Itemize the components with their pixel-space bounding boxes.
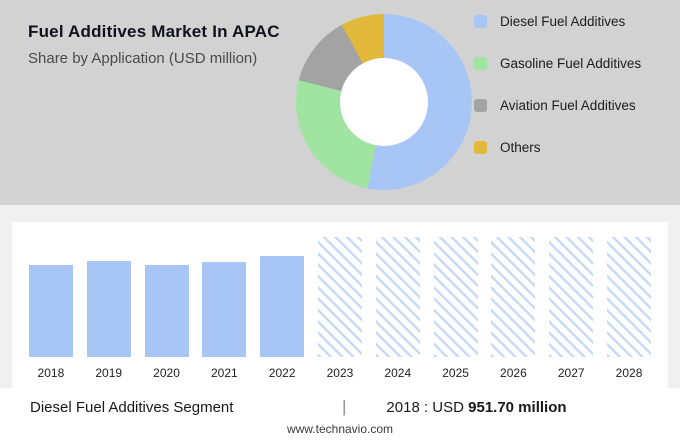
legend-swatch-others-icon <box>474 141 487 154</box>
caption-row: Diesel Fuel Additives Segment | 2018 : U… <box>0 388 680 417</box>
x-axis-label: 2028 <box>615 366 643 380</box>
x-axis-label: 2027 <box>557 366 585 380</box>
value-bar <box>260 256 305 357</box>
footer-link[interactable]: www.technavio.com <box>286 422 394 436</box>
bar-column: 2018 <box>22 234 80 380</box>
x-axis-label: 2024 <box>384 366 412 380</box>
legend-label: Gasoline Fuel Additives <box>500 56 642 71</box>
bar-column: 2028 <box>600 234 658 380</box>
legend-swatch-diesel-icon <box>474 15 487 28</box>
legend: Diesel Fuel Additives Gasoline Fuel Addi… <box>474 14 641 155</box>
x-axis-label: 2022 <box>268 366 296 380</box>
x-axis-label: 2026 <box>500 366 527 380</box>
legend-item-diesel: Diesel Fuel Additives <box>474 14 641 29</box>
forecast-panel: 2018 2019 2020 2021 2022 2023 2024 2025 2026 2027… <box>0 205 680 440</box>
caption-divider: | <box>342 397 347 416</box>
value-bar <box>28 265 73 357</box>
bar-chart: 2018 2019 2020 2021 2022 2023 2024 2025 2026 2027… <box>22 234 658 380</box>
x-axis-label: 2025 <box>442 366 469 380</box>
legend-label: Diesel Fuel Additives <box>500 14 626 29</box>
segment-label: Diesel Fuel Additives Segment <box>30 398 234 416</box>
legend-swatch-aviation-icon <box>474 99 487 112</box>
bar-column: 2020 <box>138 234 196 380</box>
forecast-bar <box>433 237 478 357</box>
forecast-bar <box>549 237 594 357</box>
legend-item-gasoline: Gasoline Fuel Additives <box>474 56 641 71</box>
bar-column: 2026 <box>485 234 543 380</box>
caption-value-prefix: 2018 : USD <box>386 398 464 416</box>
legend-label: Aviation Fuel Additives <box>500 98 636 113</box>
legend-label: Others <box>500 140 541 155</box>
bar-column: 2023 <box>311 234 369 380</box>
legend-item-others: Others <box>474 140 641 155</box>
x-axis-label: 2019 <box>95 366 123 380</box>
bar-column: 2025 <box>427 234 485 380</box>
header-panel: Fuel Additives Market In APAC Share by A… <box>0 0 680 205</box>
bar-column: 2022 <box>253 234 311 380</box>
forecast-bar <box>375 237 420 357</box>
caption-bar: Diesel Fuel Additives Segment | 2018 : U… <box>0 388 680 440</box>
bar-column: 2021 <box>195 234 253 380</box>
caption-value-bold: 951.70 million <box>468 398 567 416</box>
bar-column: 2019 <box>80 234 138 380</box>
legend-item-aviation: Aviation Fuel Additives <box>474 98 641 113</box>
page-subtitle: Share by Application (USD million) <box>28 50 258 67</box>
x-axis-label: 2020 <box>153 366 180 380</box>
caption-value: 2018 : USD 951.70 million <box>386 399 566 416</box>
legend-swatch-gasoline-icon <box>474 57 487 70</box>
forecast-bar <box>491 237 536 357</box>
x-axis-label: 2021 <box>210 366 238 380</box>
value-bar <box>202 262 247 357</box>
x-axis-label: 2018 <box>37 366 65 380</box>
donut-hole <box>340 58 428 146</box>
page-title: Fuel Additives Market In APAC <box>28 22 280 41</box>
forecast-bar <box>607 237 651 357</box>
value-bar <box>144 265 189 357</box>
value-bar <box>86 261 131 357</box>
bar-column: 2027 <box>542 234 600 380</box>
donut-chart <box>296 14 472 190</box>
forecast-bar <box>318 237 362 357</box>
bar-chart-card: 2018 2019 2020 2021 2022 2023 2024 2025 2026 2027… <box>12 222 668 388</box>
bar-column: 2024 <box>369 234 427 380</box>
x-axis-label: 2023 <box>326 366 354 380</box>
